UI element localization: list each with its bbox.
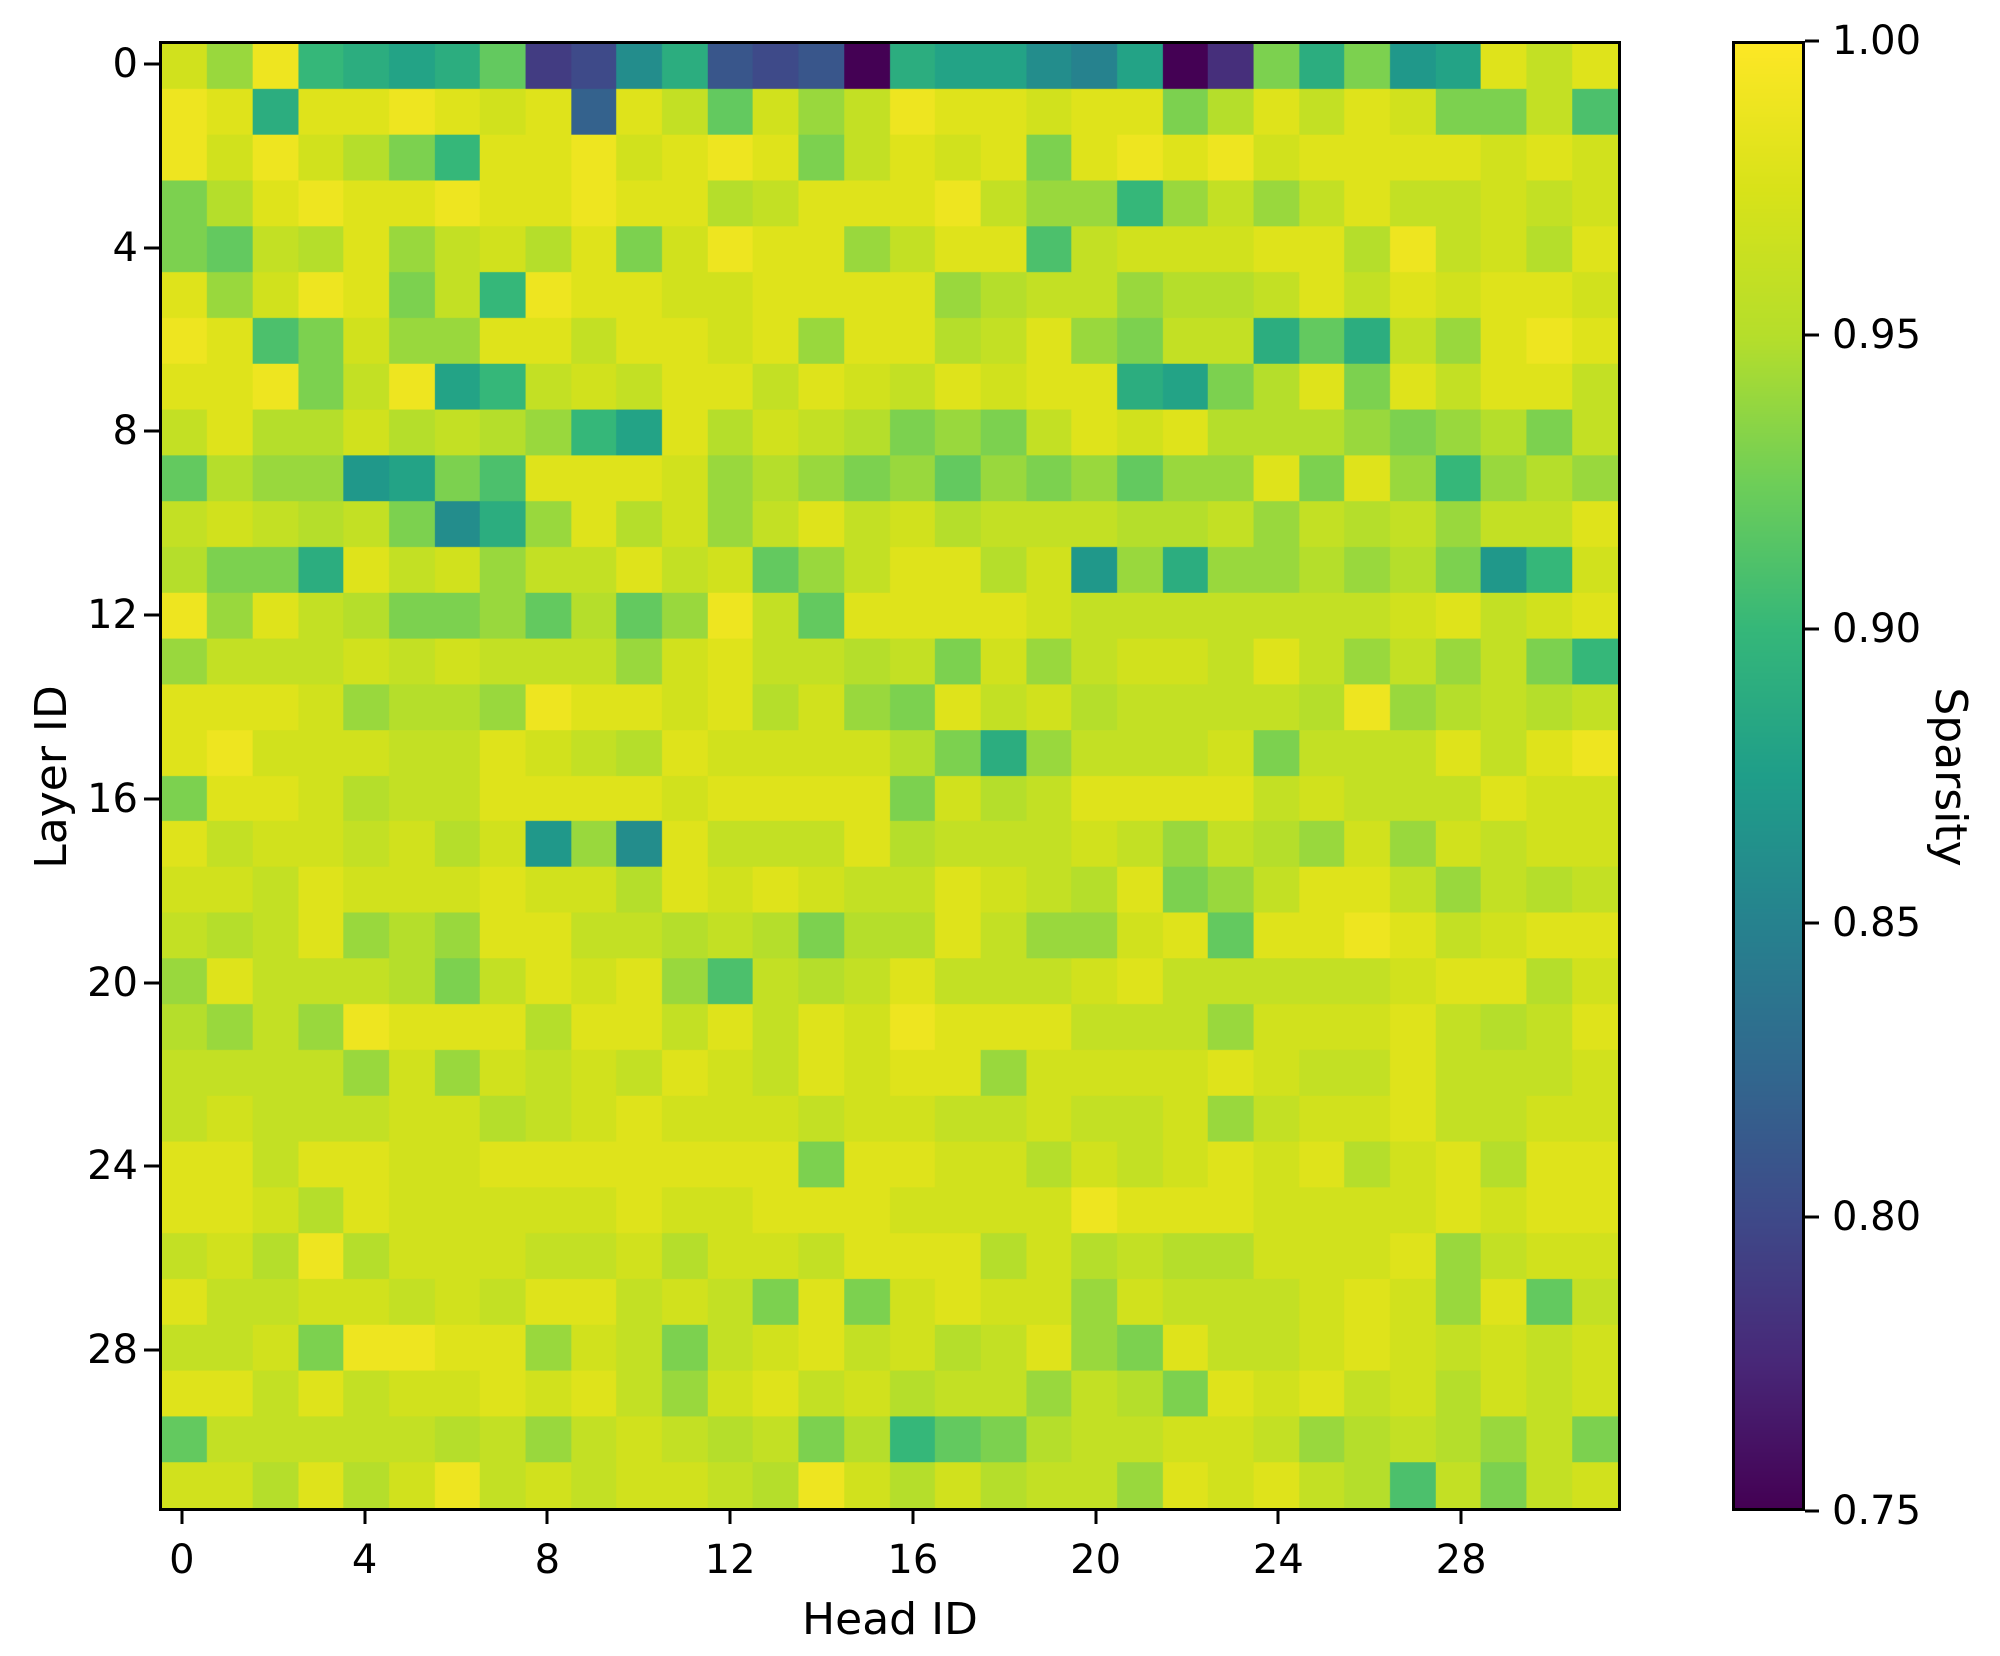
colorbar-tick-mark [1805,1509,1819,1513]
x-tick-label: 24 [1252,1537,1304,1583]
y-tick-label: 24 [87,1143,138,1190]
y-tick-label: 12 [87,592,138,639]
colorbar-tick-mark [1805,1215,1819,1219]
colorbar-tick-label: 0.90 [1832,606,1922,652]
heatmap-canvas [162,44,1618,1508]
y-tick-mark [144,1348,159,1352]
colorbar-tick-mark [1805,921,1819,925]
colorbar-tick-label: 0.85 [1832,900,1922,946]
x-tick-label: 28 [1435,1537,1487,1583]
x-tick-mark [363,1509,367,1524]
colorbar-tick-mark [1805,39,1819,43]
y-tick-label: 16 [87,775,138,822]
y-tick-mark [144,62,159,66]
heatmap-plot-area [159,41,1621,1511]
x-tick-mark [728,1509,732,1524]
x-tick-mark [1094,1509,1098,1524]
x-tick-mark [545,1509,549,1524]
y-tick-label: 4 [112,224,138,271]
x-tick-label: 4 [351,1537,378,1583]
colorbar-tick-mark [1805,627,1819,631]
y-tick-label: 8 [112,408,138,455]
y-tick-label: 28 [87,1327,138,1374]
y-tick-mark [144,1164,159,1168]
y-axis-label: Layer ID [26,685,77,869]
colorbar-tick-label: 0.80 [1832,1194,1922,1240]
y-tick-mark [144,613,159,617]
colorbar-tick-label: 0.95 [1832,312,1922,358]
y-tick-mark [144,797,159,801]
y-tick-mark [144,981,159,985]
colorbar-tick-label: 1.00 [1832,18,1922,64]
x-tick-label: 16 [887,1537,939,1583]
x-axis-label: Head ID [802,1594,978,1645]
y-tick-label: 20 [87,959,138,1006]
x-tick-mark [1459,1509,1463,1524]
colorbar-canvas [1735,44,1802,1508]
x-tick-label: 8 [534,1537,561,1583]
x-tick-label: 12 [704,1537,756,1583]
y-tick-mark [144,429,159,433]
y-tick-label: 0 [112,40,138,87]
y-tick-mark [144,246,159,250]
x-tick-mark [911,1509,915,1524]
x-tick-label: 0 [169,1537,195,1583]
x-tick-mark [1276,1509,1280,1524]
colorbar [1732,41,1805,1511]
colorbar-tick-mark [1805,333,1819,337]
x-tick-mark [180,1509,184,1524]
x-tick-label: 20 [1070,1537,1122,1583]
colorbar-tick-label: 0.75 [1832,1488,1922,1534]
colorbar-label: Sparsity [1925,687,1976,867]
